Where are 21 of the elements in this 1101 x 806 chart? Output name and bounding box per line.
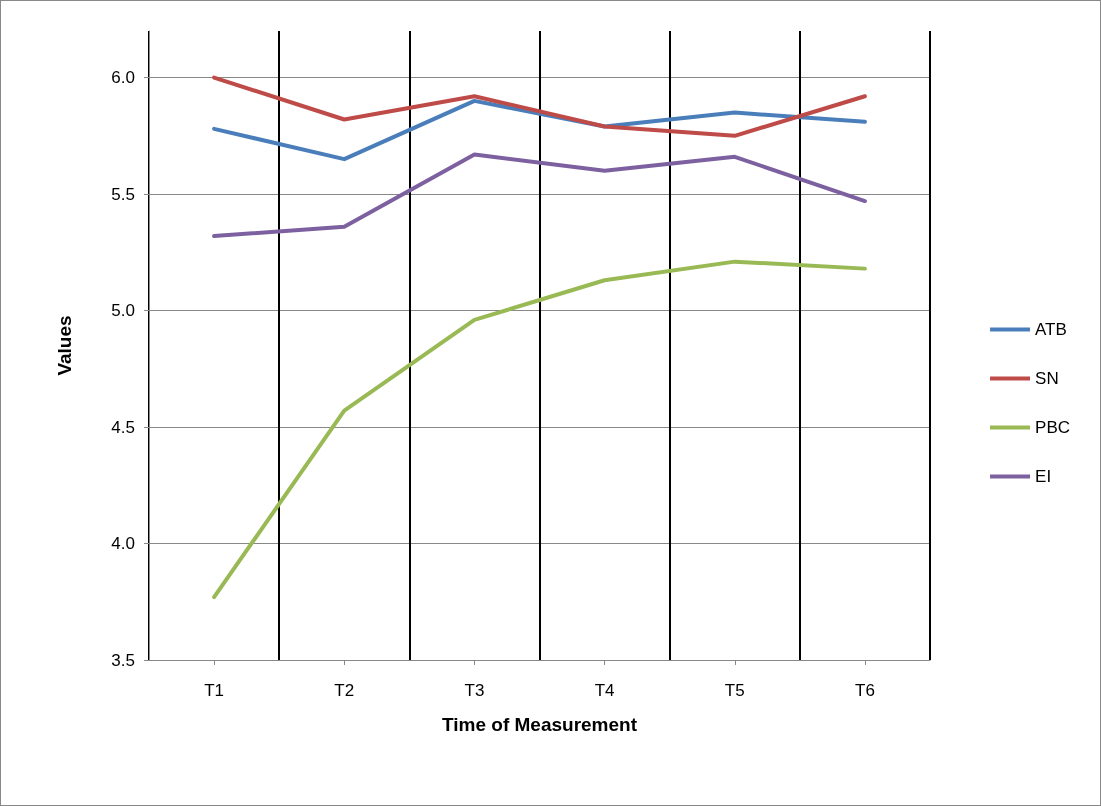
x-tick-label: T6	[854, 681, 875, 700]
legend-label: ATB	[1035, 320, 1067, 339]
line-series	[212, 152, 867, 239]
x-tick-label: T1	[204, 681, 225, 700]
y-tick-label: 3.5	[111, 650, 135, 670]
x-tick-label: T5	[724, 681, 745, 700]
y-axis-title: Values	[54, 315, 75, 376]
legend-label: EI	[1035, 467, 1052, 486]
legend-label: SN	[1035, 369, 1059, 388]
x-tick-label: T3	[464, 681, 485, 700]
line-series	[212, 75, 867, 138]
x-tick-label: T2	[334, 681, 355, 700]
legend-label: PBC	[1035, 418, 1071, 437]
x-tick-label: T4	[594, 681, 615, 700]
x-axis-title: Time of Measurement	[442, 714, 638, 735]
y-tick-label: 5.0	[111, 301, 135, 321]
y-tick-label: 4.0	[111, 534, 135, 554]
y-tick-label: 5.5	[111, 184, 135, 204]
y-tick-label: 6.0	[111, 68, 135, 88]
y-tick-label: 4.5	[111, 417, 135, 437]
line-series	[212, 259, 867, 600]
